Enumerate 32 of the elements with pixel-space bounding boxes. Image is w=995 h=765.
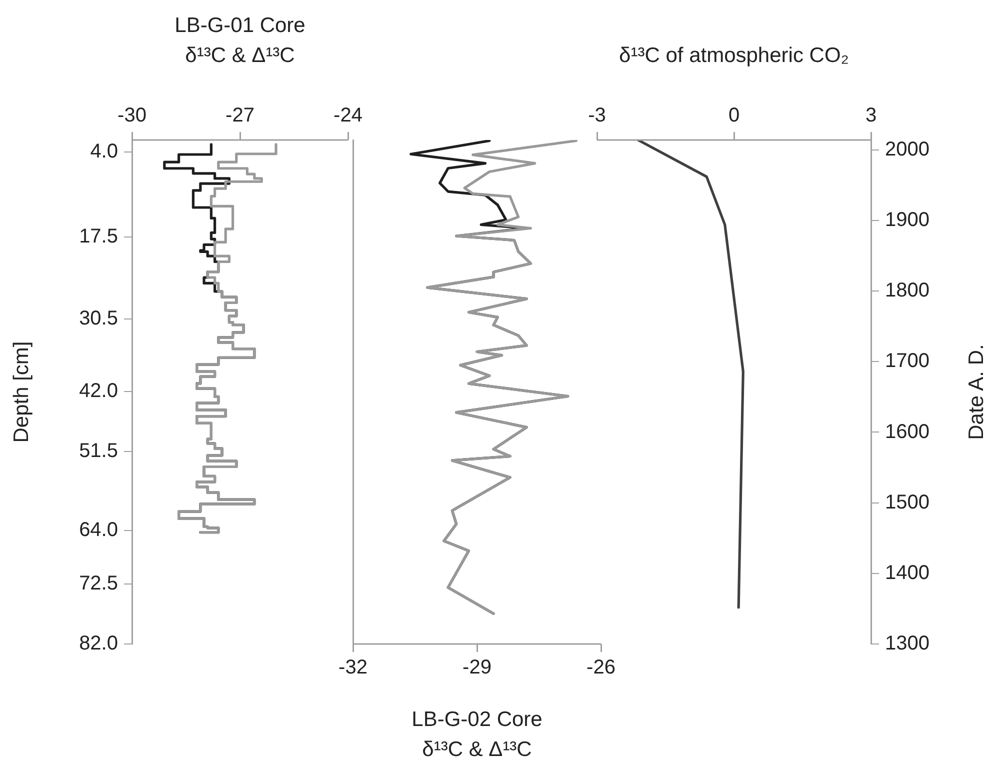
x-tick-label: -29 xyxy=(462,656,492,679)
y-tick-label: 64.0 xyxy=(79,518,118,541)
y-tick-label: 1600 xyxy=(885,420,930,443)
x-tick-label: 3 xyxy=(865,104,877,127)
y-tick-label: 2000 xyxy=(885,138,930,160)
y-axis-title: Depth [cm] xyxy=(10,341,34,443)
x-axis-title: δ¹³C & Δ¹³C xyxy=(185,44,295,68)
chart-title: LB-G-01 Core xyxy=(174,14,306,38)
y-tick-label: 1900 xyxy=(885,208,930,231)
x-axis-title: δ¹³C & Δ¹³C xyxy=(422,738,532,762)
y-tick-label: 51.5 xyxy=(79,440,118,462)
y-axis-title: Date A. D. xyxy=(965,344,989,440)
x-tick-label: -27 xyxy=(226,104,254,127)
text: LB-G-02 Core xyxy=(412,708,542,732)
y-tick-label: 1800 xyxy=(885,280,930,302)
x-axis-title: δ¹³C of atmospheric CO₂ xyxy=(619,44,849,68)
y-tick-label: 1500 xyxy=(885,491,930,514)
y-tick-label: 1300 xyxy=(885,632,930,655)
y-tick-label: 4.0 xyxy=(90,140,118,162)
y-tick-label: 1700 xyxy=(885,350,930,372)
x-tick-label: 0 xyxy=(728,104,740,127)
x-tick-label: -32 xyxy=(338,656,368,679)
y-tick-label: 17.5 xyxy=(79,226,118,248)
y-tick-label: 72.5 xyxy=(79,572,118,595)
y-tick-label: 42.0 xyxy=(79,380,118,402)
x-tick-label: -3 xyxy=(588,104,606,127)
y-tick-label: 82.0 xyxy=(79,632,118,655)
x-tick-label: -30 xyxy=(118,104,146,127)
y-tick-label: 1400 xyxy=(885,562,930,584)
x-tick-label: -26 xyxy=(586,656,616,679)
x-tick-label: -24 xyxy=(334,104,362,127)
y-tick-label: 30.5 xyxy=(79,308,118,330)
